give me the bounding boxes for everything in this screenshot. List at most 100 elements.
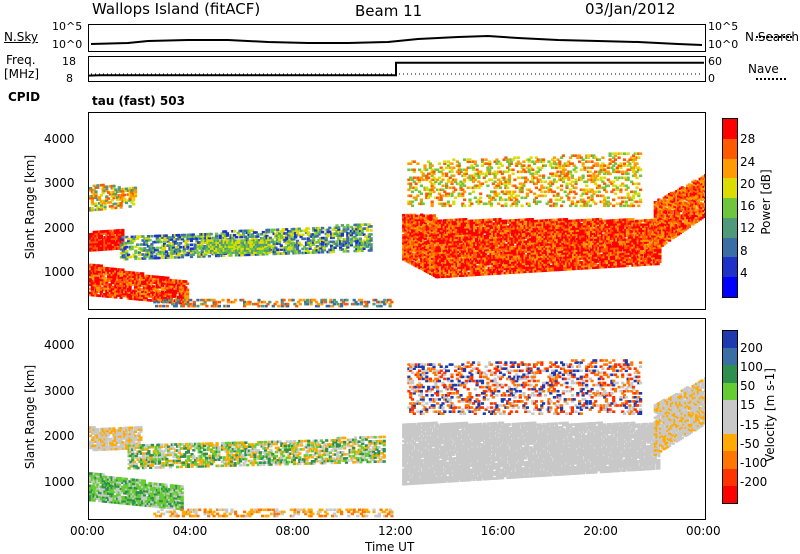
data-cell — [173, 289, 177, 292]
data-cell — [464, 250, 468, 253]
data-cell — [89, 235, 93, 238]
data-cell — [493, 266, 497, 269]
data-cell — [166, 284, 170, 288]
data-cell — [439, 241, 443, 245]
data-cell — [251, 253, 255, 256]
data-cell — [462, 240, 466, 243]
data-cell — [532, 266, 536, 269]
data-cell — [566, 249, 570, 253]
data-cell — [159, 246, 163, 250]
data-cell — [175, 285, 179, 289]
data-cell — [446, 225, 450, 228]
data-cell — [353, 235, 357, 239]
data-cell — [582, 253, 586, 256]
data-cell — [586, 250, 590, 254]
data-cell — [572, 267, 576, 271]
data-cell — [478, 219, 482, 222]
data-cell — [503, 255, 507, 259]
data-cell — [90, 249, 94, 252]
data-cell — [90, 273, 94, 277]
data-cell — [184, 282, 188, 285]
data-cell — [563, 262, 567, 265]
data-cell — [99, 206, 103, 209]
data-cell — [420, 263, 424, 267]
data-cell — [482, 251, 486, 254]
data-cell — [316, 302, 320, 306]
data-cell — [324, 242, 328, 246]
data-cell — [276, 228, 280, 231]
data-cell — [516, 246, 520, 250]
data-cell — [500, 267, 504, 271]
data-cell — [175, 234, 179, 237]
data-cell — [485, 268, 489, 272]
data-cell — [564, 268, 569, 271]
data-cell — [414, 240, 418, 244]
data-cell — [92, 277, 96, 281]
data-cell — [586, 262, 590, 266]
data-cell — [358, 247, 362, 251]
data-cell — [112, 271, 116, 275]
data-cell — [117, 288, 121, 291]
data-cell — [335, 242, 339, 245]
data-cell — [439, 263, 443, 267]
data-cell — [439, 261, 443, 265]
data-cell — [365, 227, 370, 230]
data-cell — [494, 260, 498, 263]
data-cell — [108, 231, 112, 235]
data-cell — [146, 235, 150, 238]
data-cell — [539, 257, 543, 261]
data-cell — [502, 247, 506, 251]
data-cell — [421, 218, 426, 221]
data-cell — [491, 248, 495, 251]
data-cell — [144, 296, 148, 300]
data-cell — [409, 241, 413, 245]
data-cell — [354, 300, 358, 304]
data-cell — [105, 195, 109, 198]
data-cell — [349, 237, 353, 241]
data-cell — [566, 219, 570, 223]
data-cell — [543, 251, 547, 254]
data-cell — [491, 244, 495, 247]
data-cell — [164, 238, 168, 241]
data-cell — [505, 269, 509, 273]
data-cell — [185, 302, 189, 306]
data-cell — [429, 220, 433, 223]
data-cell — [446, 219, 450, 222]
data-cell — [484, 242, 488, 246]
data-cell — [525, 236, 529, 239]
data-cell — [245, 237, 249, 241]
data-cell — [577, 251, 581, 254]
data-cell — [117, 202, 121, 205]
data-cell — [473, 233, 477, 237]
data-cell — [198, 245, 203, 248]
data-cell — [117, 290, 121, 293]
data-cell — [527, 252, 531, 255]
data-cell — [440, 251, 445, 254]
data-cell — [582, 263, 586, 266]
data-cell — [101, 288, 105, 292]
data-cell — [420, 217, 424, 221]
data-cell — [313, 249, 317, 252]
data-cell — [485, 262, 489, 266]
data-cell — [429, 218, 433, 221]
data-cell — [590, 242, 594, 246]
data-cell — [584, 252, 588, 256]
data-cell — [107, 247, 111, 251]
data-cell — [351, 229, 355, 233]
data-cell — [294, 231, 298, 235]
data-cell — [455, 274, 459, 278]
data-cell — [462, 268, 466, 271]
data-cell — [409, 227, 413, 231]
data-cell — [434, 219, 438, 222]
data-cell — [572, 235, 576, 239]
data-cell — [444, 261, 448, 264]
data-cell — [467, 241, 471, 245]
data-cell — [180, 253, 185, 257]
data-cell — [326, 228, 330, 232]
data-cell — [423, 247, 427, 251]
data-cell — [521, 264, 525, 268]
data-cell — [308, 241, 312, 244]
data-cell — [563, 266, 567, 269]
data-cell — [464, 224, 468, 227]
data-cell — [110, 285, 114, 289]
